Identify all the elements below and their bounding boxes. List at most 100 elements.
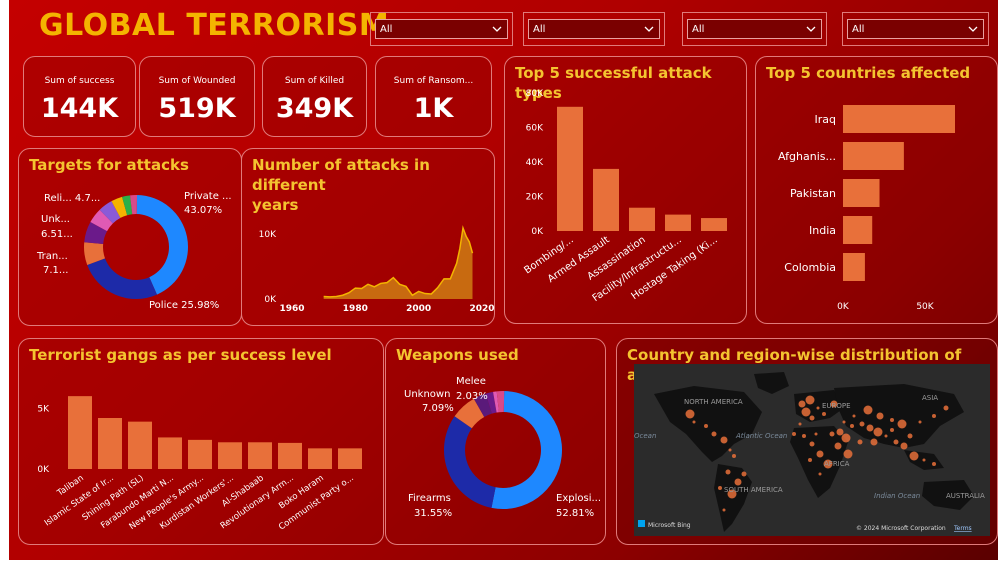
slice-6[interactable] <box>496 391 505 413</box>
kpi-card-success[interactable]: Sum of success 144K <box>23 56 136 137</box>
weapons-chart[interactable]: Explosi... 52.81% Firearms 31.55% Unknown 7.0… <box>386 339 607 546</box>
slicer-4[interactable]: All <box>842 12 989 46</box>
targets-card[interactable]: Targets for attacks Private ... 43.07% Pol… <box>18 148 242 326</box>
area-fill[interactable] <box>323 228 473 299</box>
bar-3[interactable] <box>843 216 873 244</box>
slice-4[interactable] <box>90 209 113 232</box>
slice-1[interactable] <box>444 416 496 508</box>
bar-4[interactable] <box>188 439 212 469</box>
landmass-north-america <box>654 386 762 462</box>
bar-9[interactable] <box>338 448 362 469</box>
landmass-greenland <box>754 372 789 394</box>
attack-dot <box>734 478 742 486</box>
attack-dot <box>843 449 853 459</box>
slice-label: Reli... 4.7... <box>44 193 100 204</box>
bar-1[interactable] <box>98 418 122 469</box>
bar-2[interactable] <box>128 421 152 469</box>
bar-3[interactable] <box>665 214 691 231</box>
kpi-label: Sum of Killed <box>284 76 345 86</box>
slice-2[interactable] <box>84 242 106 266</box>
attack-dot <box>830 400 838 408</box>
slice-0[interactable] <box>491 391 562 509</box>
years-card[interactable]: Number of attacks in different years 10K… <box>241 148 495 326</box>
slicer-2-dropdown[interactable]: All <box>528 19 660 39</box>
slice-5[interactable] <box>493 391 499 413</box>
slicer-3[interactable]: All <box>682 12 827 46</box>
attack-dot <box>884 434 888 438</box>
bar-2[interactable] <box>843 179 880 207</box>
attack-dot <box>893 439 899 445</box>
map-label-ocean: Ocean <box>634 432 656 440</box>
kpi-card-wounded[interactable]: Sum of Wounded 519K <box>139 56 255 137</box>
bar-6[interactable] <box>248 442 272 469</box>
kpi-card-killed[interactable]: Sum of Killed 349K <box>262 56 367 137</box>
slicer-1-value: All <box>380 23 393 35</box>
y-tick-label: 20K <box>526 193 544 203</box>
slice-label: 31.55% <box>414 508 452 519</box>
slice-3[interactable] <box>473 393 492 417</box>
attack-types-card[interactable]: Top 5 successful attack types 80K 60K 40K 2… <box>504 56 747 324</box>
countries-chart[interactable]: Iraq Afghanis... Pakistan India Colombia 0K 50… <box>756 57 999 325</box>
attack-dot <box>866 424 874 432</box>
kpi-value: 1K <box>413 93 454 124</box>
slice-8[interactable] <box>130 195 138 215</box>
slice-3[interactable] <box>84 222 108 244</box>
attack-dot <box>907 433 913 439</box>
bar-7[interactable] <box>278 442 302 469</box>
attack-dot <box>808 458 812 462</box>
gangs-title: Terrorist gangs as per success level <box>29 346 332 364</box>
kpi-value: 144K <box>40 93 119 124</box>
bar-4[interactable] <box>843 253 865 281</box>
slice-0[interactable] <box>136 195 188 295</box>
slice-label: Tran... <box>36 251 68 262</box>
slice-5[interactable] <box>99 201 121 224</box>
map-terms-link[interactable]: Terms <box>953 525 972 532</box>
y-tick-label: 80K <box>526 89 544 99</box>
attack-dot <box>809 441 815 447</box>
attack-dot <box>805 395 815 405</box>
bar-0[interactable] <box>68 396 92 469</box>
kpi-value: 519K <box>158 93 236 124</box>
y-tick-label: India <box>809 224 836 237</box>
bar-4[interactable] <box>701 218 727 231</box>
slicer-1[interactable]: All <box>370 12 513 46</box>
bar-1[interactable] <box>843 142 904 170</box>
countries-card[interactable]: Top 5 countries affected Iraq Afghanis...… <box>755 56 998 324</box>
targets-chart[interactable]: Private ... 43.07% Police 25.98% Tran... 7.1… <box>19 149 243 327</box>
attack-dot <box>816 406 820 410</box>
slice-6[interactable] <box>111 196 128 218</box>
bar-1[interactable] <box>593 168 619 231</box>
slice-2[interactable] <box>454 398 485 429</box>
bar-5[interactable] <box>218 442 242 469</box>
attack-dot <box>852 414 856 418</box>
slicer-4-dropdown[interactable]: All <box>847 19 984 39</box>
gangs-card[interactable]: Terrorist gangs as per success level 5K 0… <box>18 338 384 545</box>
bar-2[interactable] <box>629 207 655 231</box>
world-map[interactable]: NORTH AMERICA EUROPE ASIA AFRICA SOUTH A… <box>634 364 990 536</box>
slice-1[interactable] <box>87 258 157 299</box>
attack-dot <box>863 405 873 415</box>
chevron-down-icon <box>806 26 816 32</box>
kpi-card-ransom[interactable]: Sum of Ransom... 1K <box>375 56 492 137</box>
attack-dot <box>823 459 833 469</box>
x-tick-label: 1980 <box>343 304 368 314</box>
bing-attribution: Microsoft Bing <box>648 522 691 529</box>
bar-0[interactable] <box>843 105 955 133</box>
slicer-2-value: All <box>533 23 546 35</box>
slice-7[interactable] <box>122 195 133 216</box>
attack-dot <box>890 418 894 422</box>
bar-8[interactable] <box>308 448 332 469</box>
attack-dot <box>798 422 802 426</box>
world-map-svg[interactable]: NORTH AMERICA EUROPE ASIA AFRICA SOUTH A… <box>634 364 990 536</box>
weapons-card[interactable]: Weapons used Explosi... 52.81% Firearms 31.… <box>385 338 606 545</box>
slicer-2[interactable]: All <box>523 12 665 46</box>
slice-4[interactable] <box>485 391 497 414</box>
bar-0[interactable] <box>557 106 583 231</box>
bar-3[interactable] <box>158 437 182 469</box>
slice-label: Unknown <box>404 389 450 400</box>
slicer-3-dropdown[interactable]: All <box>687 19 822 39</box>
slicer-1-dropdown[interactable]: All <box>375 19 508 39</box>
